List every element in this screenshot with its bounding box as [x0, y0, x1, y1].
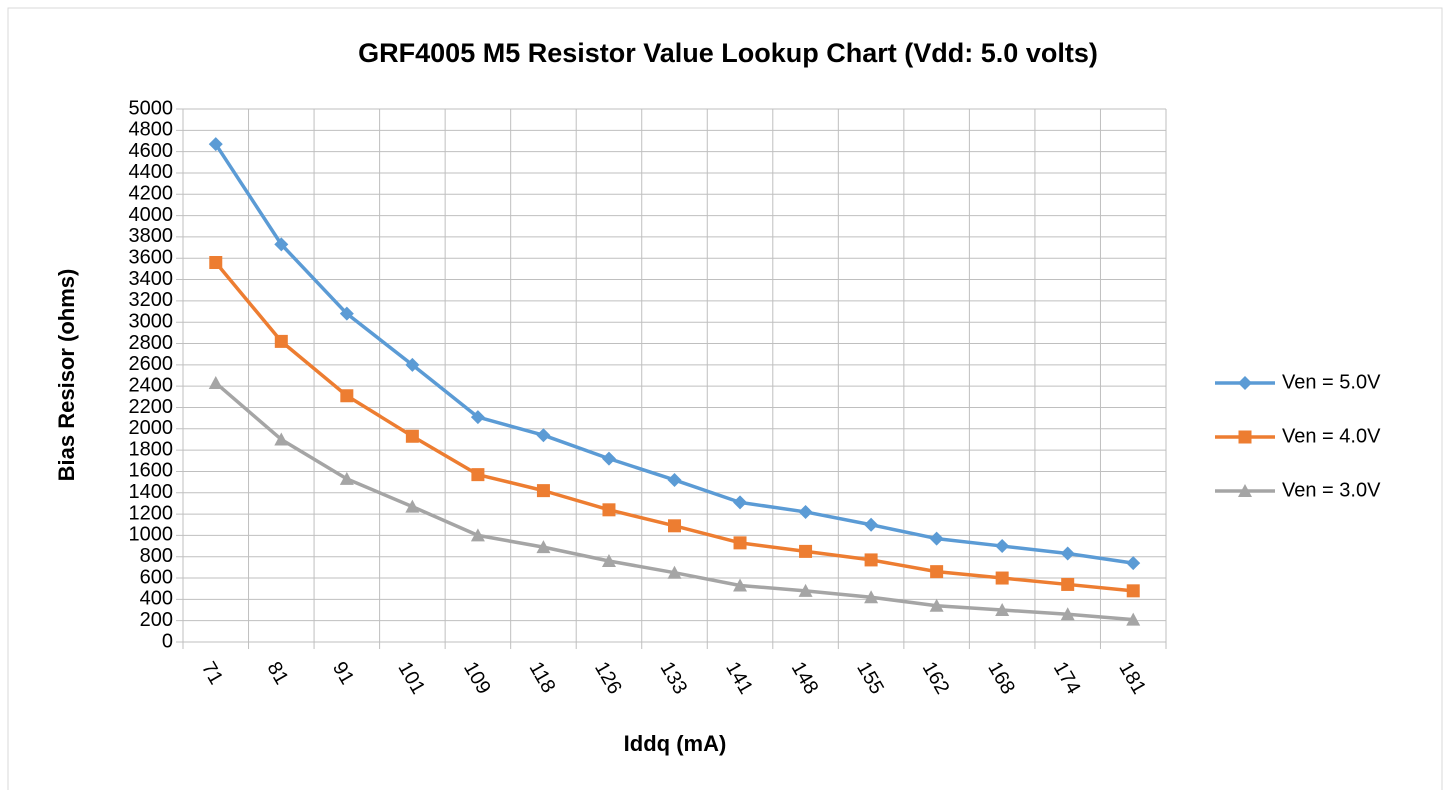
y-tick-label: 3600	[129, 247, 174, 269]
y-tick-label: 2800	[129, 332, 174, 354]
y-tick-label: 1400	[129, 481, 174, 503]
y-tick-label: 1000	[129, 524, 174, 546]
data-point	[1061, 577, 1075, 591]
data-point	[601, 451, 616, 466]
data-point	[864, 590, 879, 604]
y-tick-label: 2600	[129, 353, 174, 375]
y-tick-label: 600	[140, 566, 173, 588]
data-point	[668, 519, 681, 533]
legend-marker	[1238, 430, 1252, 444]
y-tick-label: 800	[140, 545, 173, 567]
data-point	[733, 578, 748, 592]
legend-label: Ven = 3.0V	[1282, 479, 1381, 501]
data-point	[667, 472, 682, 487]
data-point	[995, 539, 1010, 554]
chart-border	[7, 7, 1443, 790]
data-point	[208, 137, 223, 152]
data-point	[536, 540, 551, 554]
legend-marker	[1238, 376, 1252, 390]
legend-label: Ven = 5.0V	[1282, 371, 1381, 393]
y-tick-label: 4200	[129, 183, 174, 205]
y-tick-label: 1600	[129, 460, 174, 482]
y-tick-label: 4400	[129, 161, 174, 183]
data-point	[405, 499, 420, 513]
y-tick-label: 2200	[129, 396, 174, 418]
y-tick-label: 2400	[129, 374, 174, 396]
y-axis-label: Bias Resisor (ohms)	[54, 269, 79, 482]
data-point	[405, 357, 420, 372]
y-tick-label: 5000	[129, 97, 174, 119]
data-point	[470, 528, 485, 542]
data-point	[536, 484, 550, 498]
y-tick-label: 4000	[129, 204, 174, 226]
data-point	[995, 603, 1010, 617]
y-tick-label: 4600	[129, 140, 174, 162]
data-point	[667, 565, 682, 579]
data-point	[274, 237, 289, 252]
y-tick-label: 4800	[129, 119, 174, 141]
data-point	[929, 531, 944, 546]
data-point	[733, 536, 747, 550]
data-point	[798, 583, 813, 597]
data-point	[733, 495, 748, 510]
data-point	[601, 553, 616, 567]
y-tick-label: 200	[140, 609, 173, 631]
data-point	[208, 375, 223, 389]
y-tick-label: 1800	[129, 438, 174, 460]
y-tick-label: 0	[162, 630, 173, 652]
data-point	[1126, 556, 1141, 571]
y-tick-label: 3200	[129, 289, 174, 311]
data-point	[864, 517, 879, 532]
data-point	[799, 544, 813, 558]
data-point	[995, 571, 1009, 585]
data-point	[470, 410, 485, 425]
data-point	[1126, 612, 1141, 626]
data-point	[1060, 546, 1075, 561]
data-point	[929, 598, 944, 612]
y-tick-label: 3000	[129, 310, 174, 332]
data-point	[339, 471, 354, 485]
y-tick-label: 3400	[129, 268, 174, 290]
data-point	[340, 389, 354, 403]
y-tick-label: 1200	[129, 502, 174, 524]
data-point	[536, 428, 551, 443]
data-point	[1126, 584, 1140, 598]
data-point	[274, 334, 288, 348]
data-point	[209, 256, 223, 270]
data-point	[602, 503, 616, 517]
data-point	[930, 565, 944, 579]
x-axis-label: Iddq (mA)	[624, 731, 727, 756]
legend-marker	[1238, 484, 1252, 497]
y-tick-label: 400	[140, 588, 173, 610]
data-point	[864, 553, 878, 567]
legend-label: Ven = 4.0V	[1282, 425, 1381, 447]
data-point	[1060, 607, 1075, 621]
y-tick-label: 2000	[129, 417, 174, 439]
y-tick-label: 3800	[129, 225, 174, 247]
data-point	[405, 429, 419, 443]
data-point	[274, 432, 289, 446]
data-point	[471, 468, 485, 482]
data-point	[798, 504, 813, 519]
chart-title: GRF4005 M5 Resistor Value Lookup Chart (…	[358, 38, 1098, 68]
data-point	[339, 306, 354, 321]
